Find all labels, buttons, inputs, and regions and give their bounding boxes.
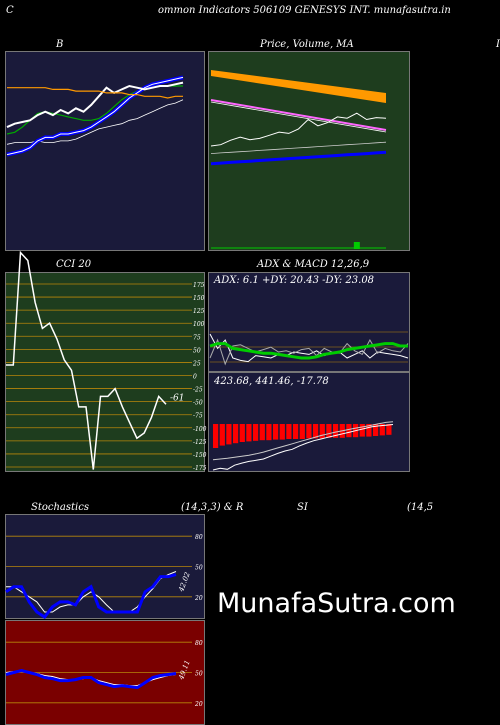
macd-histogram-bar <box>246 424 252 442</box>
bb-price-line <box>6 81 184 129</box>
watermark: MunafaSutra.com <box>217 588 456 619</box>
macd-histogram-bar <box>239 424 245 442</box>
macd-histogram-bar <box>346 424 352 438</box>
cci-tick-label: -150 <box>193 452 207 459</box>
volume-bar <box>353 242 360 249</box>
price-title: Price, Volume, MA <box>260 39 354 50</box>
cci-panel <box>5 272 205 472</box>
rsi-subtitle: (14,5 <box>407 502 434 513</box>
price-series-1 <box>210 141 387 154</box>
stoch-last-label: 42.02 <box>177 571 192 594</box>
macd-histogram-bar <box>259 424 265 441</box>
page-title: ommon Indicators 506109 GENESYS INT. mun… <box>158 5 451 16</box>
macd-histogram-bar <box>233 424 239 444</box>
price-series-0 <box>210 150 387 166</box>
rsi-last-label: 49.11 <box>177 659 192 682</box>
corner-left-label: C <box>6 5 14 16</box>
macd-histogram-bar <box>313 424 319 439</box>
price-ma-pink <box>210 99 387 131</box>
stoch-k-line <box>5 573 177 620</box>
bb-mid-core <box>6 76 184 156</box>
cci-tick-label: -75 <box>193 413 203 420</box>
macd-line <box>212 424 394 471</box>
cci-line <box>6 250 167 470</box>
stoch-d-line <box>6 571 177 613</box>
macd-histogram-bar <box>299 424 305 439</box>
cci-title: CCI 20 <box>56 259 92 270</box>
macd-histogram-bar <box>226 424 232 445</box>
cci-tick-label: -100 <box>193 426 207 433</box>
rsi-title: SI <box>297 502 308 513</box>
cci-tick-label: 25 <box>192 360 201 367</box>
macd-histogram-bar <box>266 424 272 441</box>
stoch-title: Stochastics <box>31 502 89 513</box>
bb-mid-band <box>6 75 184 157</box>
price-series-2 <box>210 112 387 147</box>
adx-panel <box>208 272 410 372</box>
price-ma-white <box>210 101 387 133</box>
macd-histogram-bar <box>273 424 279 440</box>
macd-histogram-bar <box>293 424 299 439</box>
stoch-tick-label: 20 <box>194 595 203 602</box>
macd-signal-line <box>212 421 394 461</box>
macd-histogram-bar <box>319 424 325 439</box>
macd-histogram-bar <box>386 424 392 435</box>
cci-tick-label: 75 <box>193 334 201 341</box>
adx-line <box>209 342 408 360</box>
rsi-line <box>5 668 177 690</box>
adx-minus-dy <box>209 338 409 366</box>
cci-tick-label: 100 <box>193 321 205 328</box>
macd-histogram-bar <box>379 424 385 436</box>
corner-right-label: I <box>496 39 500 50</box>
rsi-tick-label: 80 <box>195 640 203 647</box>
stoch-tick-label: 80 <box>195 534 203 541</box>
macd-histogram-bar <box>286 424 292 439</box>
adx-title: ADX & MACD 12,26,9 <box>257 259 370 270</box>
rsi-tick-label: 50 <box>195 671 203 678</box>
macd-histogram-bar <box>253 424 259 441</box>
cci-tick-label: 125 <box>193 308 205 315</box>
cci-tick-label: -175 <box>193 465 207 472</box>
macd-histogram-bar <box>279 424 285 440</box>
adx-plus-dy <box>209 333 409 363</box>
stoch-subtitle: (14,3,3) & R <box>181 502 244 513</box>
cci-tick-label: -25 <box>193 387 203 394</box>
macd-histogram-bar <box>219 424 225 446</box>
bb-lower-band <box>7 87 183 99</box>
price-upper-band <box>211 70 386 103</box>
cci-tick-label: 0 <box>193 374 197 381</box>
cci-tick-label: -50 <box>193 400 203 407</box>
rsi-tick-label: 20 <box>194 701 203 708</box>
macd-histogram-bar <box>359 424 365 437</box>
macd-histogram-bar <box>213 424 219 448</box>
cci-last-label: -61 <box>170 394 185 404</box>
bb-title: B <box>56 39 64 50</box>
macd-histogram-bar <box>306 424 312 439</box>
macd-histogram-bar <box>333 424 339 438</box>
cci-tick-label: 150 <box>193 295 205 302</box>
stoch-tick-label: 50 <box>195 565 203 572</box>
macd-readout: 423.68, 441.46, -17.78 <box>214 376 329 387</box>
cci-tick-label: 50 <box>193 347 201 354</box>
macd-histogram-bar <box>366 424 372 437</box>
adx-readout: ADX: 6.1 +DY: 20.43 -DY: 23.08 <box>214 275 375 286</box>
macd-histogram-bar <box>373 424 379 436</box>
macd-panel <box>208 372 410 472</box>
cci-tick-label: -125 <box>193 439 207 446</box>
cci-tick-label: 175 <box>193 282 205 289</box>
macd-histogram-bar <box>326 424 332 438</box>
bb-mid-thin <box>6 99 184 145</box>
